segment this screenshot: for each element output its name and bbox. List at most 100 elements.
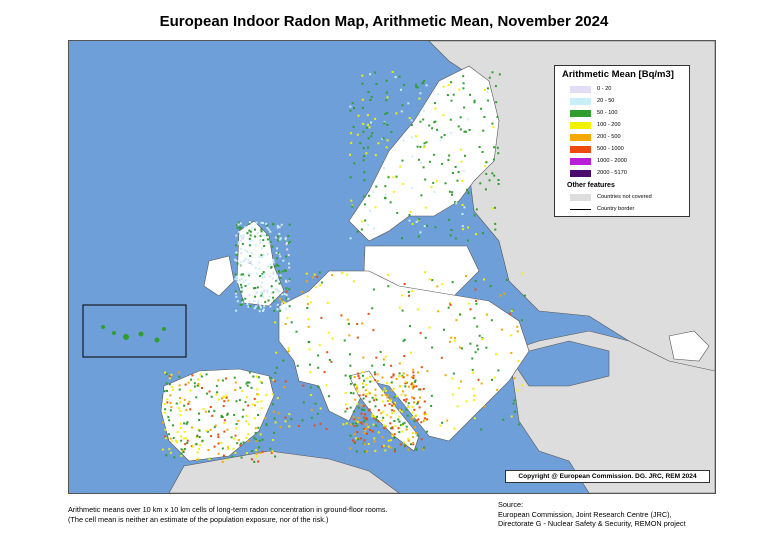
radon-cell	[361, 408, 364, 411]
radon-cell	[512, 402, 515, 405]
radon-cell	[245, 382, 248, 385]
legend-label: 20 - 50	[597, 98, 615, 104]
radon-cell	[433, 153, 436, 156]
radon-cell	[362, 122, 365, 125]
radon-cell	[172, 437, 175, 440]
radon-cell	[340, 314, 343, 317]
radon-cell	[402, 376, 405, 379]
radon-cell	[240, 248, 243, 250]
radon-cell	[516, 325, 519, 328]
radon-cell	[426, 224, 428, 227]
radon-cell	[362, 130, 365, 133]
radon-cell	[414, 380, 416, 383]
radon-cell	[247, 440, 250, 443]
radon-cell	[278, 270, 280, 273]
radon-cell	[352, 418, 355, 421]
radon-cell	[257, 376, 260, 379]
radon-cell	[411, 396, 414, 399]
radon-cell	[349, 406, 352, 409]
radon-cell	[401, 424, 404, 427]
inset-box	[82, 304, 187, 358]
radon-cell	[373, 437, 376, 440]
radon-cell	[198, 447, 200, 450]
radon-cell	[405, 428, 408, 431]
radon-cell	[356, 431, 359, 434]
radon-cell	[277, 239, 280, 242]
radon-cell	[287, 347, 290, 350]
radon-cell	[381, 137, 384, 140]
radon-cell	[306, 295, 309, 298]
radon-cell	[473, 394, 475, 397]
radon-cell	[185, 409, 188, 412]
radon-cell	[300, 290, 303, 293]
radon-cell	[261, 295, 264, 298]
radon-cell	[369, 99, 372, 101]
footnote-line-2: (The cell mean is neither an estimate of…	[68, 514, 329, 524]
radon-cell	[365, 126, 368, 129]
radon-cell	[236, 281, 239, 284]
radon-cell	[462, 75, 465, 78]
radon-cell	[382, 390, 385, 393]
radon-cell	[256, 286, 259, 289]
radon-cell	[296, 364, 299, 367]
radon-cell	[454, 166, 457, 168]
radon-cell	[163, 403, 166, 406]
radon-cell	[170, 373, 173, 376]
radon-cell	[461, 213, 464, 215]
radon-cell	[386, 396, 389, 399]
radon-cell	[396, 211, 399, 214]
radon-cell	[306, 303, 309, 306]
radon-cell	[183, 448, 186, 450]
radon-cell	[423, 419, 426, 422]
radon-cell	[382, 444, 385, 447]
radon-cell	[412, 371, 415, 374]
radon-cell	[164, 437, 167, 440]
radon-cell	[271, 403, 274, 406]
radon-cell	[485, 172, 488, 175]
radon-cell	[235, 253, 238, 256]
radon-cell	[309, 363, 311, 366]
radon-cell	[217, 398, 220, 401]
radon-cell	[488, 179, 491, 182]
radon-cell	[477, 378, 480, 381]
radon-cell	[496, 146, 499, 149]
radon-cell	[419, 162, 422, 164]
radon-cell	[423, 413, 426, 416]
radon-cell	[176, 431, 179, 434]
radon-cell	[361, 371, 364, 374]
radon-cell	[260, 285, 263, 288]
radon-cell	[346, 407, 349, 410]
radon-cell	[226, 428, 229, 431]
radon-cell	[454, 201, 457, 204]
radon-cell	[281, 270, 284, 273]
radon-cell	[169, 437, 172, 440]
radon-cell	[390, 439, 392, 442]
radon-cell	[214, 424, 217, 427]
radon-cell	[473, 214, 476, 217]
radon-cell	[251, 403, 254, 406]
radon-cell	[163, 390, 166, 393]
radon-cell	[226, 412, 229, 415]
radon-cell	[420, 438, 423, 441]
radon-cell	[285, 308, 288, 311]
radon-cell	[457, 125, 460, 128]
radon-cell	[491, 172, 494, 175]
radon-cell	[274, 455, 277, 458]
radon-cell	[383, 404, 386, 407]
radon-cell	[326, 351, 329, 354]
radon-cell	[393, 410, 396, 413]
radon-cell	[290, 417, 293, 420]
radon-cell	[261, 281, 264, 284]
radon-cell	[391, 426, 394, 429]
radon-cell	[288, 413, 291, 416]
radon-cell	[186, 439, 189, 442]
radon-cell	[386, 273, 389, 276]
radon-cell	[387, 176, 390, 179]
radon-cell	[376, 373, 379, 376]
radon-cell	[344, 392, 347, 394]
radon-cell	[208, 410, 210, 413]
radon-cell	[451, 193, 453, 196]
radon-cell	[404, 444, 407, 447]
radon-cell	[402, 422, 405, 425]
footnote: Arithmetic means over 10 km x 10 km cell…	[68, 505, 388, 524]
